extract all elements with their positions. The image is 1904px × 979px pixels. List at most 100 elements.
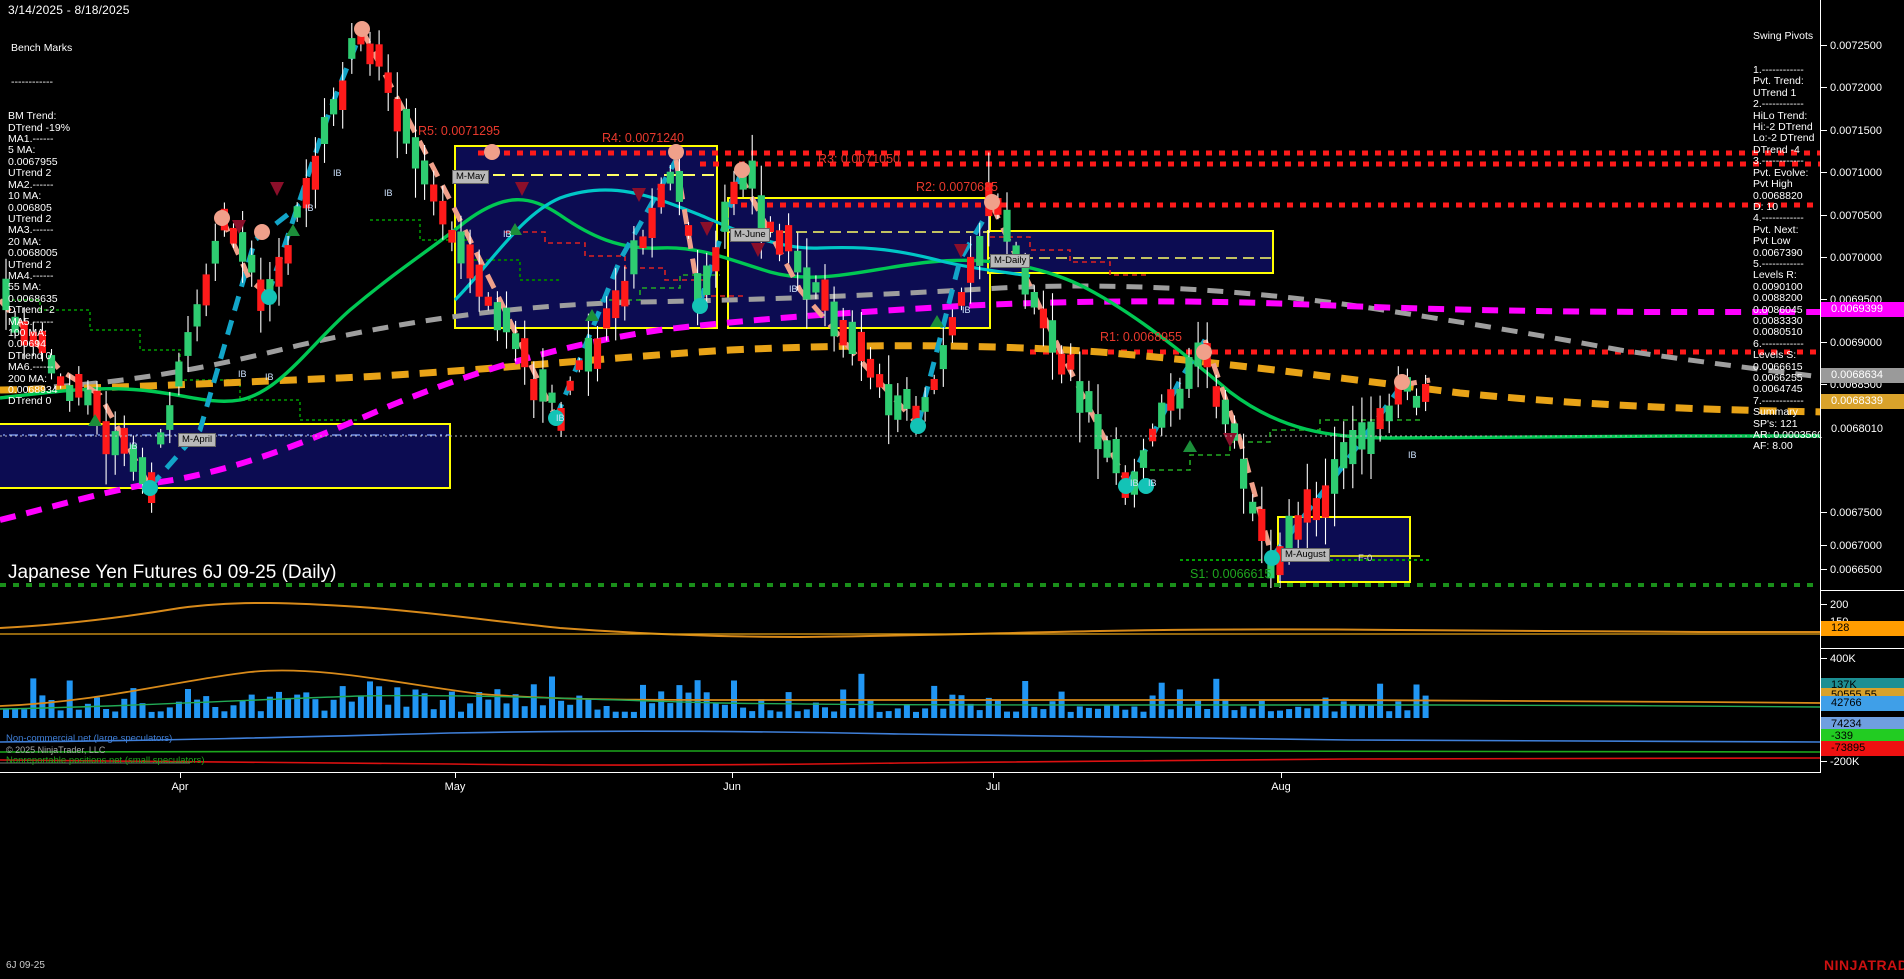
support-step-lines: [0, 219, 1430, 561]
volume-bar: [12, 708, 19, 718]
volume-bar: [585, 698, 592, 718]
volume-bar: [330, 699, 337, 718]
candle-body: [1249, 501, 1257, 514]
candle-body: [512, 333, 520, 350]
swing-pivots-line: 6.------------: [1753, 337, 1804, 350]
volume-bar: [157, 711, 164, 718]
candle-body: [1158, 402, 1166, 428]
candle-body: [1021, 267, 1029, 295]
volume-bar: [1213, 678, 1220, 718]
volume-bar: [1313, 704, 1320, 718]
oscillator-axis-tick: 200: [1821, 599, 1904, 611]
swing-trend-1: [148, 203, 302, 489]
price-axis[interactable]: 0.0072500 0.0072000 0.0071500 0.0071000 0.00…: [1820, 0, 1904, 772]
volume-bar: [312, 699, 319, 718]
swing-pivots-panel: Swing Pivots 1.------------ Pvt. Trend: UT…: [1753, 8, 1823, 476]
volume-bar: [749, 711, 756, 718]
candle-body: [348, 38, 356, 59]
swing-pivots-line: UTrend 1: [1753, 86, 1797, 99]
candle-body: [211, 240, 219, 264]
candle-body: [202, 274, 210, 306]
inside-bar-tag: IB: [503, 229, 512, 239]
candle-body: [630, 240, 638, 275]
candle-body: [976, 236, 984, 266]
volume-bar: [1422, 695, 1429, 718]
cot-axis-marker: -339: [1821, 729, 1904, 744]
zone-label[interactable]: M-May: [452, 170, 490, 184]
volume-bar: [576, 695, 583, 718]
volume-bar: [348, 701, 355, 718]
zone-label[interactable]: M-April: [178, 433, 217, 447]
volume-bar: [849, 708, 856, 718]
candle-body: [1412, 395, 1421, 408]
volume-bar: [994, 699, 1001, 718]
bench-marks-rule: ------------: [11, 76, 53, 89]
candle-body: [648, 207, 656, 238]
volume-bar: [75, 709, 82, 718]
swing-pivots-line: 0.0066255: [1753, 372, 1803, 384]
candle-body: [102, 421, 110, 455]
volume-bar: [621, 711, 628, 718]
bench-marks-title: Bench Marks: [11, 41, 73, 54]
swing-pivots-line: Pvt. Trend:: [1753, 75, 1804, 88]
candle-body: [1303, 489, 1311, 523]
volume-bar: [48, 700, 55, 718]
candle-body: [302, 178, 310, 209]
candle-body: [1085, 391, 1093, 413]
candlestick-series: [2, 23, 1430, 588]
bench-marks-line: DTrend -2: [8, 304, 55, 317]
swing-pivots-line: DTrend -4: [1753, 143, 1800, 156]
swing-pivots-line: Pvt. Evolve:: [1753, 166, 1809, 179]
zone-label[interactable]: M-Daily: [990, 254, 1031, 268]
volume-bar: [1349, 705, 1356, 718]
volume-bar: [1113, 705, 1120, 718]
candle-body: [375, 44, 383, 67]
oscillator-axis[interactable]: 200150128: [1820, 590, 1904, 648]
candle-body: [111, 431, 119, 456]
bench-marks-line: MA3.------: [8, 224, 54, 237]
volume-bar: [1204, 709, 1211, 718]
volume-bar: [1095, 708, 1101, 718]
price-axis-marker: 0.0068339: [1821, 394, 1904, 409]
candle-body: [193, 304, 201, 327]
volume-bar: [712, 703, 719, 718]
swing-pivots-line: 5.------------: [1753, 257, 1804, 270]
bench-marks-line: MA5.------: [8, 315, 54, 328]
volume-bar: [21, 709, 28, 718]
volume-bar: [439, 700, 446, 718]
volume-bar: [175, 701, 182, 718]
volume-bar: [3, 708, 9, 718]
volume-bar: [885, 711, 892, 718]
swing-pivots-line: Levels R:: [1753, 269, 1797, 282]
cot-axis[interactable]: -200K 74234 -339 -73895: [1820, 717, 1904, 773]
ma-green-line: [0, 198, 1820, 440]
step-line-red-2: [990, 236, 1150, 276]
bench-marks-line: UTrend 2: [8, 258, 52, 271]
volume-bar: [858, 673, 865, 718]
time-axis[interactable]: Apr May Jun Jul Aug: [0, 772, 1820, 803]
zone-label[interactable]: M-August: [1281, 548, 1330, 562]
volume-bar: [1277, 710, 1283, 718]
pivot-dots: [142, 21, 1410, 566]
zone-label[interactable]: M-June: [730, 228, 770, 242]
candle-body: [584, 337, 592, 372]
swing-pivots-line: 0.0080510: [1753, 326, 1803, 339]
volume-bar: [1231, 710, 1238, 718]
volume-bar: [958, 695, 965, 718]
swing-pivots-line: 0.0068820: [1753, 189, 1803, 202]
candle-body: [1058, 353, 1066, 375]
candle-body: [57, 376, 65, 386]
candle-body: [1340, 442, 1348, 469]
candle-body: [175, 361, 183, 387]
time-axis-tick-mark: [180, 773, 181, 778]
candle-body: [166, 405, 174, 430]
swing-pivots-line: 0.0090100: [1753, 280, 1803, 293]
ma-orange-line: [0, 342, 1820, 416]
candle-body: [184, 332, 192, 356]
candle-body: [239, 232, 247, 262]
level-label-r4: R4: 0.0071240: [602, 131, 685, 145]
candle-body: [47, 355, 56, 374]
candle-body: [157, 432, 165, 445]
